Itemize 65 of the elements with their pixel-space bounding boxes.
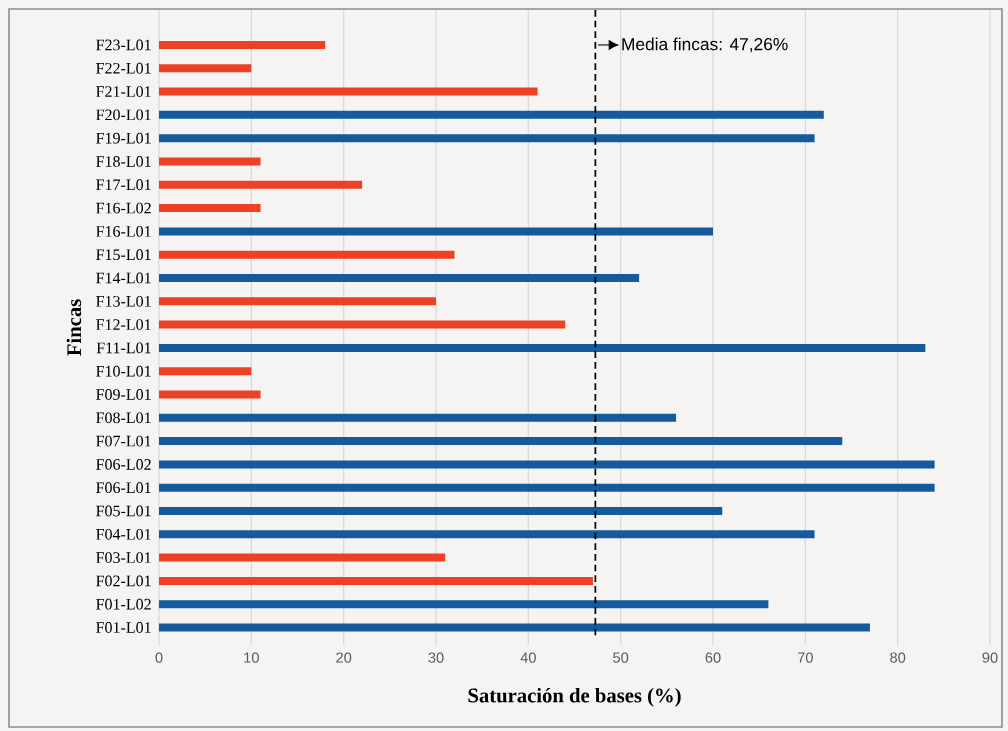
bar	[159, 530, 815, 539]
x-axis-title: Saturación de bases (%)	[468, 687, 681, 707]
x-tick-label: 80	[890, 652, 906, 663]
x-tick-label: 60	[705, 652, 721, 663]
bar	[159, 623, 870, 632]
y-tick-label: F06-L02	[96, 459, 151, 470]
bar	[159, 227, 713, 236]
y-tick-label: F08-L01	[96, 412, 151, 424]
y-tick-label: F11-L01	[96, 342, 151, 354]
y-tick-label: F09-L01	[96, 389, 151, 400]
bar	[159, 483, 935, 492]
y-tick-label: F04-L01	[96, 528, 151, 540]
y-tick-label: F15-L01	[96, 249, 151, 261]
y-tick-label: F20-L01	[96, 109, 151, 121]
bar	[159, 600, 769, 609]
bar	[159, 134, 815, 143]
x-tick-label: 90	[982, 652, 998, 663]
bar	[159, 40, 326, 49]
bar	[159, 157, 261, 166]
bar	[159, 273, 640, 282]
x-tick-label: 40	[520, 652, 536, 663]
y-tick-label: F05-L01	[96, 505, 151, 517]
x-tick-label: 70	[797, 652, 813, 663]
y-tick-label: F07-L01	[96, 435, 151, 447]
bar	[159, 576, 593, 585]
x-tick-label: 10	[244, 652, 259, 663]
y-tick-label: F13-L01	[96, 295, 151, 307]
y-tick-label: F06-L01	[96, 482, 151, 494]
bar	[159, 110, 824, 119]
bar	[159, 390, 261, 399]
y-tick-label: F12-L01	[96, 319, 151, 330]
y-tick-label: F23-L01	[96, 39, 151, 51]
x-tick-label: 50	[613, 652, 629, 663]
y-tick-label: F16-L02	[96, 202, 151, 214]
y-tick-label: F21-L01	[96, 86, 151, 97]
y-tick-label: F10-L01	[96, 365, 151, 377]
y-tick-label: F19-L01	[96, 132, 151, 144]
x-tick-label: 0	[155, 652, 163, 663]
bar	[159, 413, 677, 422]
bar	[159, 297, 436, 306]
bar	[159, 553, 446, 562]
y-axis-title: Fincas	[66, 299, 82, 356]
x-tick-label: 30	[428, 652, 444, 663]
bar	[159, 204, 261, 213]
y-tick-label: F02-L01	[96, 575, 151, 587]
bar	[159, 343, 926, 352]
ref-line-label: Media fincas: 47,26%	[622, 37, 788, 53]
y-tick-label: F01-L02	[96, 598, 151, 610]
bar	[159, 250, 455, 259]
bar	[159, 367, 252, 376]
bar	[159, 460, 935, 469]
y-tick-label: F22-L01	[96, 62, 151, 74]
y-tick-label: F16-L01	[96, 225, 151, 237]
y-tick-label: F01-L01	[96, 622, 151, 633]
bar	[159, 180, 363, 189]
x-tick-label: 20	[336, 652, 352, 663]
bar	[159, 320, 566, 329]
bar	[159, 87, 538, 96]
bar	[159, 64, 252, 73]
y-tick-label: F18-L01	[96, 156, 151, 167]
bar	[159, 507, 723, 515]
y-tick-label: F14-L01	[96, 272, 151, 284]
bar	[159, 437, 843, 446]
y-tick-label: F03-L01	[96, 552, 151, 563]
y-tick-label: F17-L01	[96, 179, 151, 191]
